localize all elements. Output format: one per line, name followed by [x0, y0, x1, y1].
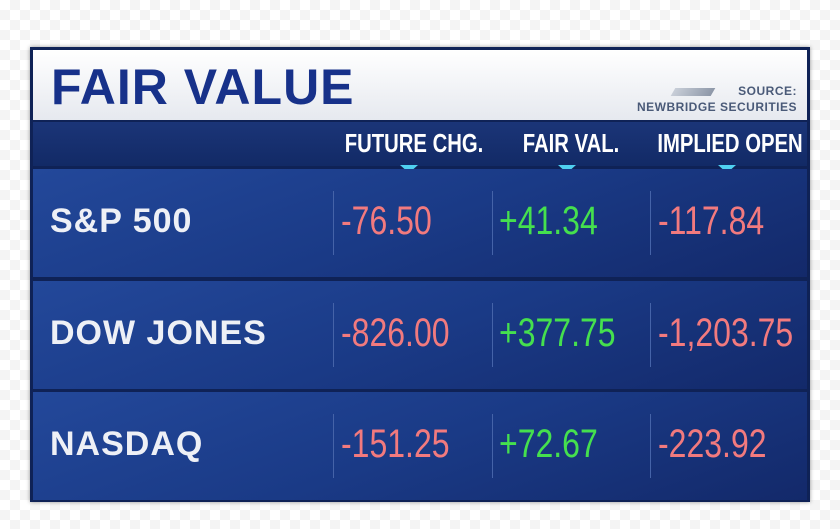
panel: FAIR VALUE SOURCE: NEWBRIDGE SECURITIES … [30, 47, 810, 502]
table-row: S&P 500 -76.50 +41.34 -117.84 [33, 169, 807, 277]
separator [492, 414, 493, 478]
row-label: DOW JONES [50, 313, 267, 352]
separator [333, 191, 334, 255]
title: FAIR VALUE [51, 59, 355, 115]
row-label: NASDAQ [50, 425, 204, 463]
cell-value: +377.75 [499, 310, 616, 355]
cell-value: +41.34 [499, 199, 598, 243]
separator [650, 191, 651, 255]
table-row: DOW JONES -826.00 +377.75 -1,203.75 [33, 280, 807, 389]
column-header: FUTURE CHG. FAIR VAL. IMPLIED OPEN [33, 122, 807, 166]
column-label: FAIR VAL. [522, 128, 620, 158]
row-label: S&P 500 [50, 202, 193, 240]
separator [333, 414, 334, 478]
table-row: NASDAQ -151.25 +72.67 -223.92 [33, 392, 807, 500]
separator [333, 302, 334, 367]
separator [650, 302, 651, 367]
column-label: IMPLIED OPEN [657, 128, 803, 158]
separator [492, 191, 493, 255]
cell-value: -76.50 [341, 199, 432, 243]
source-label: SOURCE: [738, 84, 797, 98]
separator [492, 302, 493, 367]
separator [650, 414, 651, 478]
source-logo [670, 88, 716, 96]
cell-value: -1,203.75 [658, 310, 794, 355]
cell-value: -223.92 [658, 422, 767, 466]
cell-value: +72.67 [499, 422, 598, 466]
cell-value: -151.25 [341, 422, 450, 466]
header: FAIR VALUE SOURCE: NEWBRIDGE SECURITIES [33, 50, 807, 120]
cell-value: -117.84 [658, 199, 765, 243]
cell-value: -826.00 [341, 310, 450, 355]
column-label: FUTURE CHG. [344, 128, 484, 158]
source-name: NEWBRIDGE SECURITIES [636, 100, 797, 114]
